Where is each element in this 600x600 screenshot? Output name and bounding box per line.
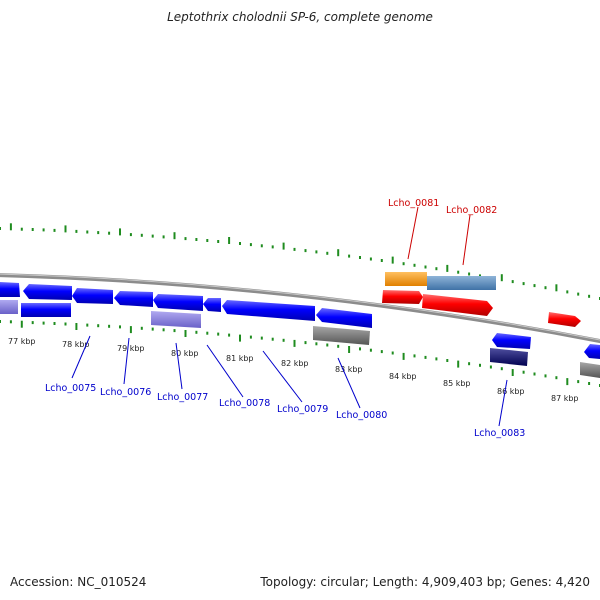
gene-labels: Lcho_0075 Lcho_0076 Lcho_0077 Lcho_0078 … (45, 198, 525, 439)
gene-label-lcho-0075[interactable]: Lcho_0075 (45, 383, 96, 394)
kbp-label: 79 kbp (117, 344, 145, 353)
genome-backbone (0, 273, 600, 344)
map-title: Leptothrix cholodnii SP-6, complete geno… (167, 10, 433, 24)
feature-lcho-0077-cds[interactable] (151, 311, 201, 328)
feature-left-lavender[interactable] (0, 300, 18, 314)
gene-label-lcho-0078[interactable]: Lcho_0078 (219, 398, 270, 409)
gene-label-lcho-0081[interactable]: Lcho_0081 (388, 198, 439, 209)
accession-text: Accession: NC_010524 (10, 575, 147, 589)
gene-small[interactable] (203, 298, 221, 312)
gene-label-lcho-0077[interactable]: Lcho_0077 (157, 392, 208, 403)
gene-label-lcho-0082[interactable]: Lcho_0082 (446, 205, 497, 216)
gene-label-lcho-0080[interactable]: Lcho_0080 (336, 410, 387, 421)
gene-lcho-0080[interactable] (316, 308, 372, 328)
feature-lcho-0083-cds[interactable] (490, 348, 528, 366)
gene-lcho-0083[interactable] (492, 333, 531, 349)
gene-label-lcho-0079[interactable]: Lcho_0079 (277, 404, 328, 415)
forward-tick-track (0, 223, 600, 300)
kbp-label: 77 kbp (8, 337, 36, 346)
leader-lines (71, 206, 508, 427)
kbp-label: 86 kbp (497, 387, 525, 396)
feature-lcho-0082-cds[interactable] (427, 276, 496, 290)
genome-backbone-highlight (0, 273, 600, 341)
gene-lcho-0076[interactable] (72, 288, 113, 304)
gene-lcho-0078[interactable] (153, 294, 203, 311)
gene-lcho-0082[interactable] (422, 294, 493, 316)
feature-right-gray[interactable] (580, 362, 600, 378)
kbp-label: 87 kbp (551, 394, 579, 403)
gene-lcho-0077[interactable] (114, 291, 153, 307)
feature-blue-rect[interactable] (21, 303, 71, 317)
gene-red-right[interactable] (548, 312, 581, 327)
gene-lcho-0081[interactable] (382, 290, 423, 304)
feature-lcho-0080-cds[interactable] (313, 326, 370, 345)
gene-label-lcho-0083[interactable]: Lcho_0083 (474, 428, 525, 439)
kbp-label: 84 kbp (389, 372, 417, 381)
kbp-label: 78 kbp (62, 340, 90, 349)
kbp-label: 85 kbp (443, 379, 471, 388)
gene-lcho-0075[interactable] (23, 284, 72, 300)
kbp-label: 83 kbp (335, 365, 363, 374)
gene-lcho-0079[interactable] (222, 300, 315, 321)
topology-text: Topology: circular; Length: 4,909,403 bp… (260, 575, 590, 589)
kbp-label: 80 kbp (171, 349, 199, 358)
gene-label-lcho-0076[interactable]: Lcho_0076 (100, 387, 151, 398)
gene-right-edge[interactable] (584, 344, 600, 359)
kbp-scale: 77 kbp 78 kbp 79 kbp 80 kbp 81 kbp 82 kb… (8, 337, 579, 403)
kbp-label: 82 kbp (281, 359, 309, 368)
reverse-tick-track (0, 320, 600, 387)
gene-left-edge[interactable] (0, 282, 20, 297)
kbp-label: 81 kbp (226, 354, 254, 363)
feature-lcho-0081-cds[interactable] (385, 272, 427, 286)
